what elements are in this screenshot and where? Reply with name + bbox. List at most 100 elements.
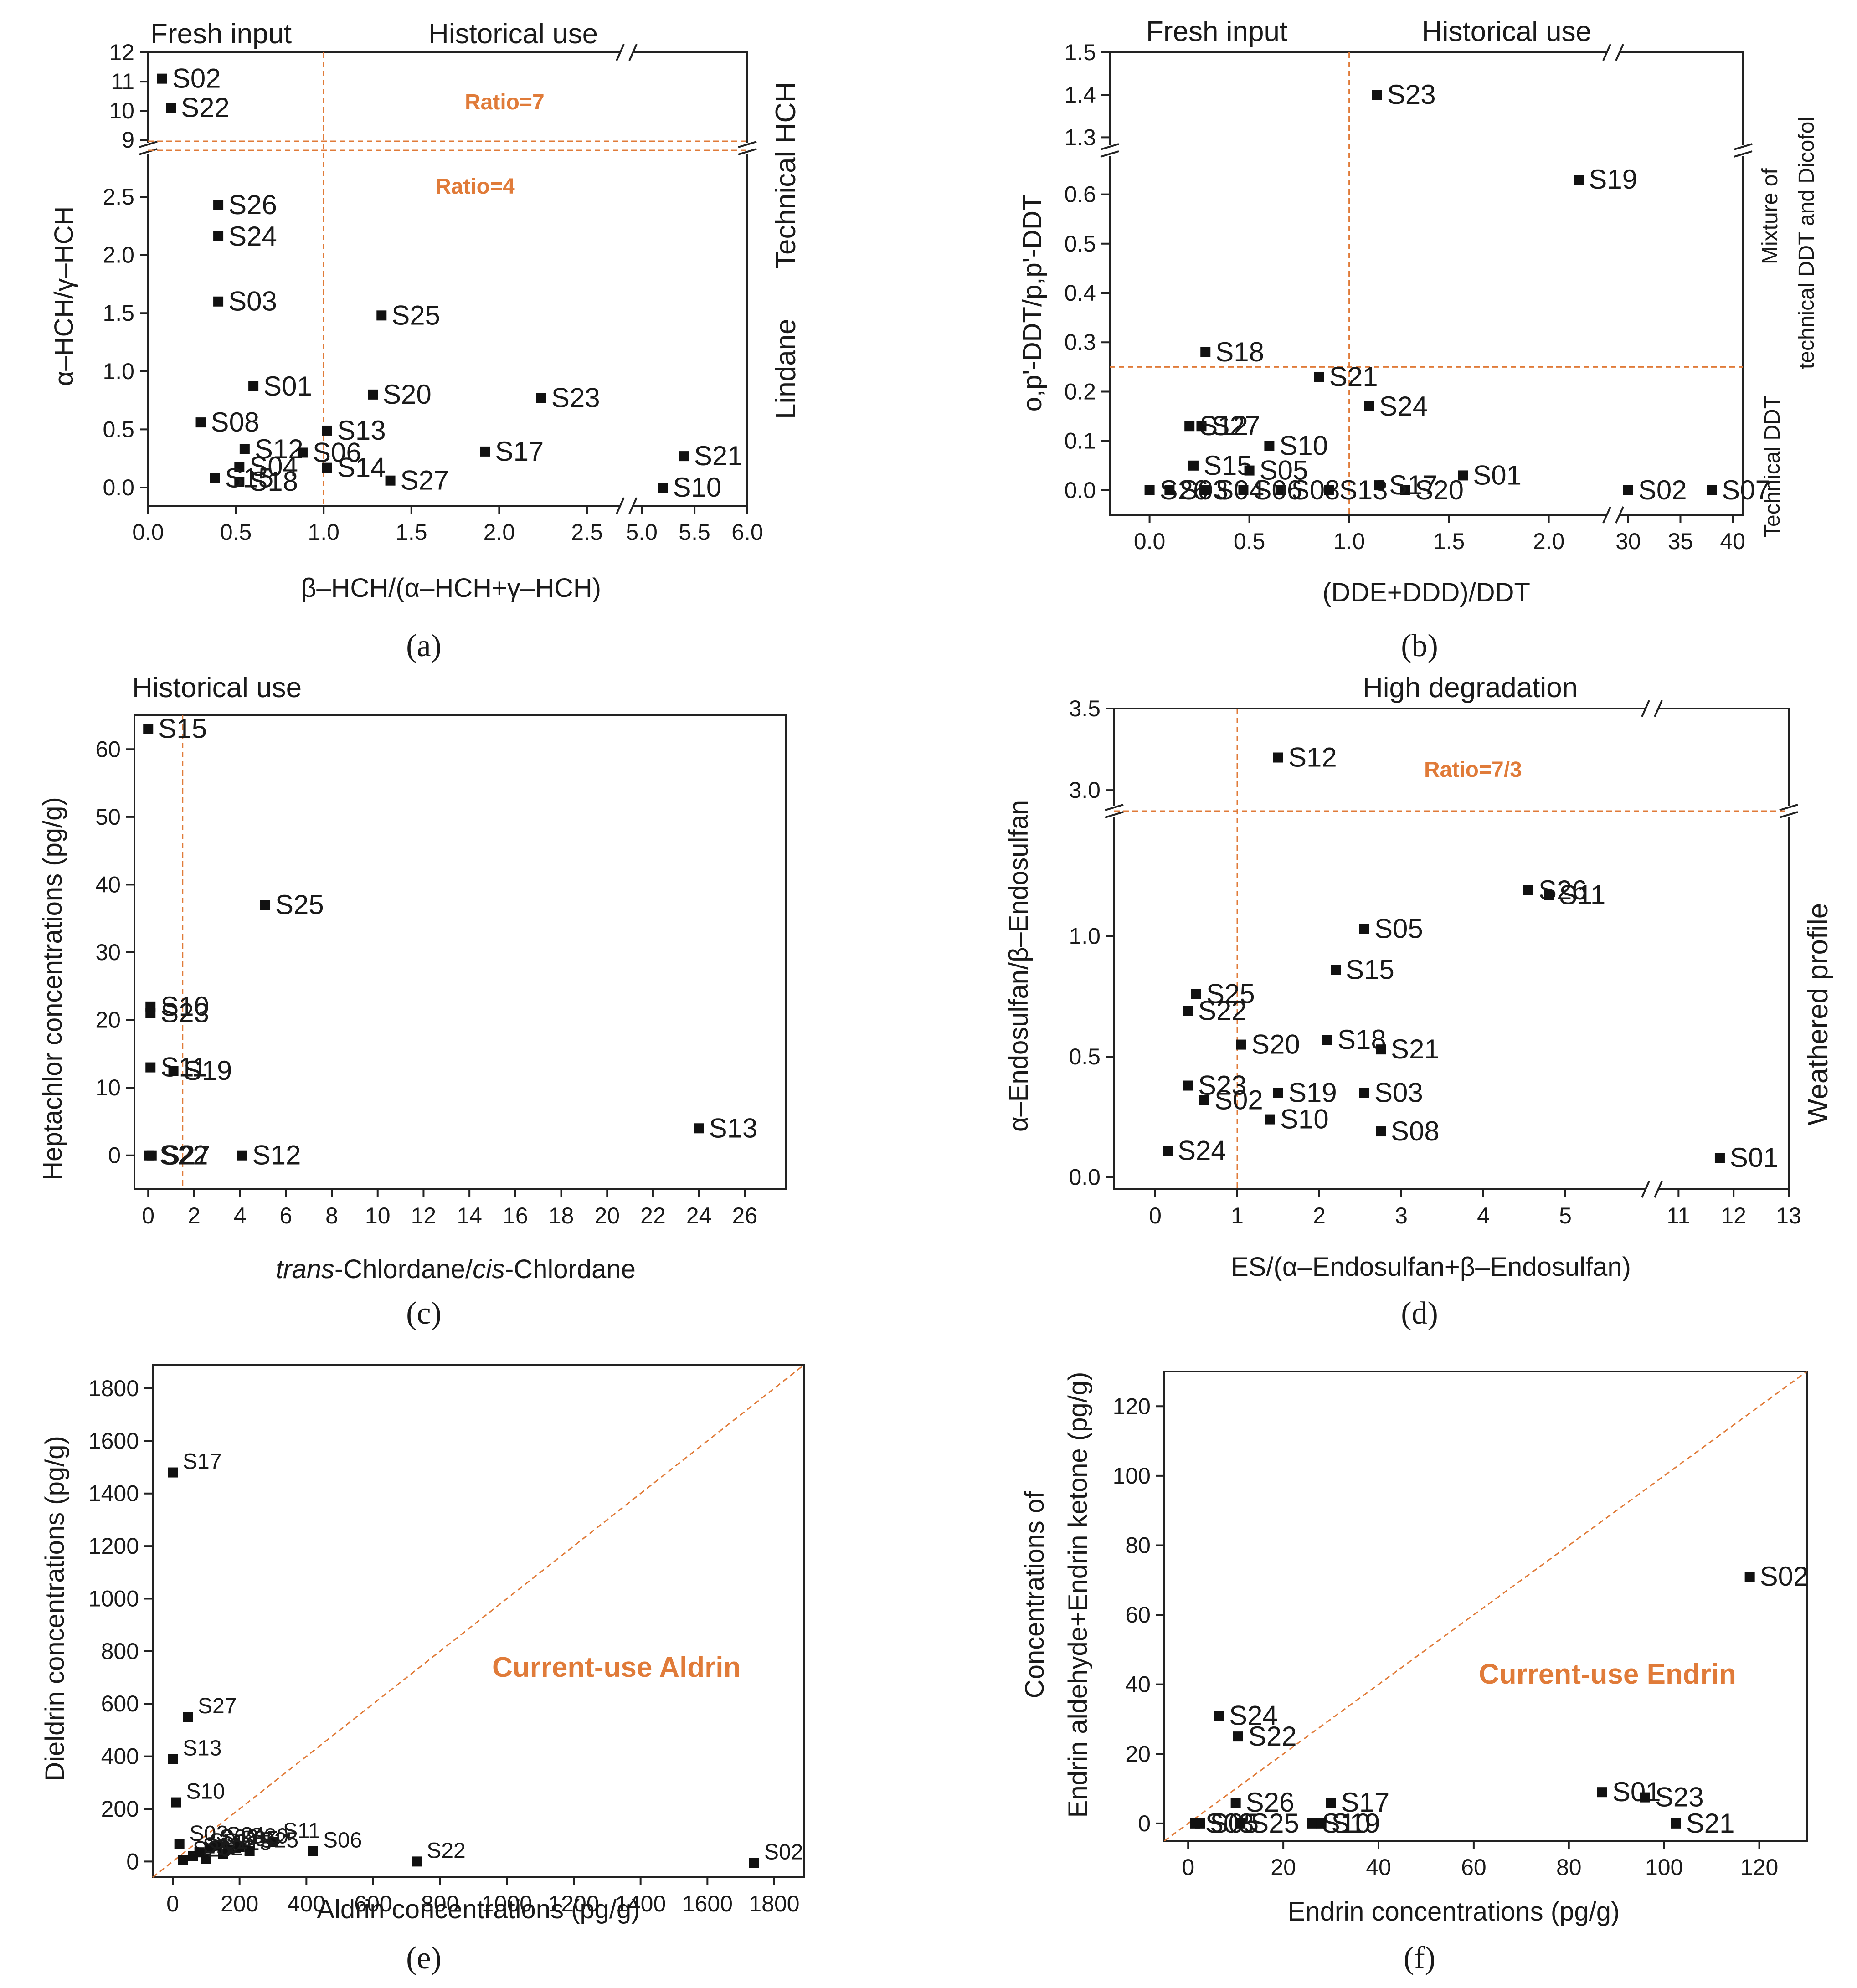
panel-a-annotation-historical: Historical use — [428, 18, 598, 50]
point-label-s23: S23 — [160, 998, 209, 1028]
point-label-s07: S07 — [1722, 475, 1770, 505]
point-label-s18: S18 — [1215, 337, 1264, 367]
point-label-s13: S13 — [709, 1113, 758, 1143]
y-tick-label: 0 — [126, 1849, 139, 1874]
y-tick-label: 100 — [1113, 1463, 1151, 1489]
x-tick-label: 1200 — [548, 1891, 599, 1916]
point-label-s23: S23 — [551, 383, 600, 413]
point-s12 — [239, 444, 250, 454]
point-label-s05: S05 — [1210, 1808, 1259, 1839]
point-label-s10: S10 — [186, 1780, 225, 1804]
x-tick-label: 20 — [1271, 1854, 1296, 1880]
y-tick-label: 1.3 — [1064, 124, 1096, 150]
y-tick-label: 1000 — [88, 1586, 139, 1611]
point-label-s19: S19 — [184, 1055, 232, 1086]
x-tick-label: 0.5 — [1234, 529, 1265, 554]
y-tick-label: 40 — [95, 872, 121, 897]
point-label-s24: S24 — [1229, 1700, 1278, 1731]
point-label-s25: S25 — [1206, 978, 1255, 1009]
point-s01 — [248, 381, 259, 391]
point-s21 — [1314, 371, 1324, 382]
ref-line-diagonal — [1164, 1371, 1807, 1842]
x-break-mark — [616, 497, 625, 514]
x-tick-label: 4 — [234, 1203, 247, 1228]
panel-c-annotation-historical: Historical use — [132, 672, 302, 704]
point-label-s06: S06 — [1253, 475, 1302, 505]
point-s06 — [297, 447, 308, 458]
panel-a-xlabel: β–HCH/(α–HCH+γ–HCH) — [301, 573, 601, 603]
y-tick-label: 1.4 — [1064, 82, 1096, 108]
panel-f-ylabel-line2: Endrin aldehyde+Endrin ketone (pg/g) — [1063, 1372, 1093, 1818]
point-label-s15: S15 — [225, 463, 273, 493]
point-label-s11: S11 — [160, 1052, 207, 1083]
y-break-mark — [1779, 811, 1798, 818]
panel-e: Current-use Aldrin Aldrin concentrations… — [40, 1364, 805, 1976]
panel-b: Fresh input Historical use Mixture of te… — [1018, 16, 1819, 663]
point-s22 — [1233, 1731, 1243, 1742]
panel-f-xlabel: Endrin concentrations (pg/g) — [1288, 1897, 1620, 1926]
x-tick-label: 0.0 — [1134, 529, 1166, 554]
x-tick-label: 1 — [1231, 1203, 1244, 1228]
x-tick-label: 5.0 — [626, 519, 658, 545]
y-tick-label: 50 — [95, 804, 121, 830]
panel-b-axes: 0.0 0.5 1.0 1.5 2.0 30 35 40 0.0 0.1 0.2 0.3 0.4 0.5 0… — [1064, 40, 1753, 554]
x-tick-label: 40 — [1366, 1854, 1391, 1880]
point-s24 — [1364, 401, 1374, 411]
point-s05 — [1359, 924, 1369, 934]
panel-f-ylabel-line1: Concentrations of — [1020, 1491, 1049, 1698]
point-label-s17: S17 — [1341, 1787, 1390, 1818]
point-s12 — [237, 1150, 247, 1161]
point-label-s21: S21 — [1686, 1808, 1735, 1839]
x-tick-label: 1.0 — [308, 519, 340, 545]
point-label-s27: S27 — [1211, 411, 1260, 441]
y-tick-label: 1200 — [88, 1533, 139, 1559]
x-break-mark — [628, 497, 638, 514]
point-s03 — [1164, 485, 1175, 495]
y-tick-label: 2.5 — [103, 184, 134, 210]
point-label-s22: S22 — [1198, 996, 1247, 1026]
point-s22 — [166, 103, 176, 113]
point-s23 — [1183, 1080, 1193, 1091]
y-tick-label: 10 — [109, 98, 134, 123]
x-tick-label: 6.0 — [731, 519, 763, 545]
y-tick-label: 1.0 — [1069, 924, 1101, 949]
panel-b-annotation-mixture-1: Mixture of — [1758, 168, 1782, 264]
panel-d-ylabel: α–Endosulfan/β–Endosulfan — [1004, 800, 1034, 1132]
panel-c-xlabel-mid: -Chlordane/ — [334, 1254, 473, 1284]
point-s18 — [234, 477, 245, 487]
point-s01 — [1597, 1787, 1607, 1798]
point-s01 — [1714, 1153, 1725, 1163]
x-tick-label: 16 — [503, 1203, 528, 1228]
point-label-s19: S19 — [1589, 164, 1637, 195]
point-label-s10: S10 — [1322, 1808, 1371, 1839]
point-label-s20: S20 — [383, 379, 432, 410]
x-tick-label: 800 — [421, 1891, 459, 1916]
point-label-s06: S06 — [313, 437, 361, 467]
panel-a: Fresh input Historical use Technical HCH… — [49, 18, 802, 663]
point-s01 — [1458, 470, 1468, 481]
point-label-s19: S19 — [1288, 1077, 1337, 1108]
point-s25 — [260, 900, 271, 910]
point-s26 — [1230, 1798, 1241, 1808]
y-break-mark — [1100, 150, 1119, 158]
point-s25 — [244, 1846, 255, 1856]
point-s08 — [195, 417, 206, 428]
point-label-s26: S26 — [1538, 875, 1587, 905]
point-s27 — [146, 1150, 157, 1161]
x-break-mark — [616, 44, 625, 61]
panel-a-tag: (a) — [406, 628, 442, 663]
x-tick-label: 1.5 — [396, 519, 427, 545]
panel-f: Current-use Endrin Endrin concentrations… — [1020, 1371, 1808, 1976]
point-s27 — [183, 1712, 193, 1722]
panel-b-annotation-mixture-2: technical DDT and Dicofol — [1795, 117, 1819, 369]
point-s21 — [679, 451, 689, 462]
x-tick-label: 20 — [594, 1203, 620, 1228]
y-tick-label: 1800 — [88, 1376, 139, 1401]
plot-frame — [1113, 708, 1790, 1190]
x-tick-label: 120 — [1740, 1854, 1778, 1880]
point-s23 — [1372, 90, 1382, 100]
point-s20 — [1400, 485, 1410, 495]
x-tick-label: 35 — [1668, 529, 1693, 554]
y-break-mark — [1734, 150, 1753, 158]
x-tick-label: 600 — [354, 1891, 392, 1916]
